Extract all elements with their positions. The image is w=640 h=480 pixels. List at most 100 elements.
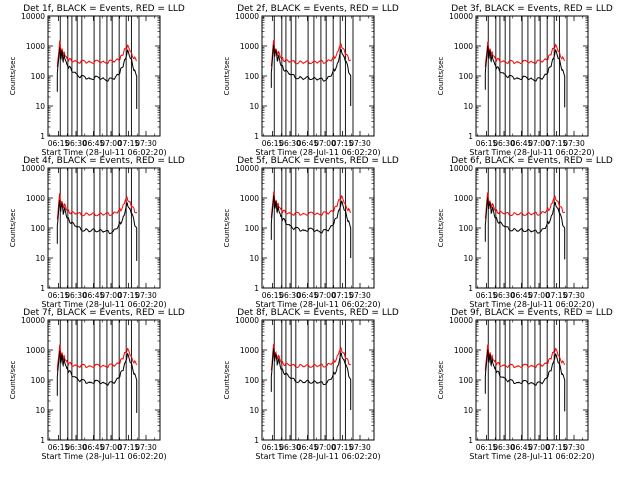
series-events-line bbox=[270, 44, 352, 106]
x-tick-label: 06:15 bbox=[262, 443, 284, 452]
y-tick-label: 1 bbox=[40, 284, 45, 293]
series-lld-line bbox=[270, 191, 352, 219]
y-tick-label: 1 bbox=[254, 284, 259, 293]
x-tick-label: 06:30 bbox=[65, 291, 87, 300]
y-tick-label: 100 bbox=[245, 72, 260, 81]
series-lld-line bbox=[56, 193, 138, 220]
x-tick-label: 06:45 bbox=[297, 443, 319, 452]
x-tick-label: 07:15 bbox=[546, 443, 568, 452]
y-axis-label: Counts/sec bbox=[437, 57, 445, 96]
panel-title: Det 9f, BLACK = Events, RED = LLD bbox=[451, 308, 613, 318]
x-axis-label: Start Time (28-Jul-11 06:02:20) bbox=[469, 300, 594, 309]
x-tick-label: 07:15 bbox=[118, 291, 140, 300]
y-tick-label: 10000 bbox=[21, 164, 45, 173]
y-tick-label: 100 bbox=[459, 376, 474, 385]
series-events-line bbox=[56, 200, 138, 261]
x-axis-label: Start Time (28-Jul-11 06:02:20) bbox=[469, 148, 594, 157]
x-tick-label: 07:00 bbox=[314, 139, 336, 148]
y-tick-label: 100 bbox=[31, 224, 46, 233]
x-tick-label: 07:30 bbox=[349, 139, 371, 148]
y-tick-label: 1 bbox=[468, 284, 473, 293]
x-tick-label: 07:00 bbox=[314, 443, 336, 452]
x-tick-label: 06:15 bbox=[48, 291, 70, 300]
y-tick-label: 10000 bbox=[235, 164, 259, 173]
panel-title: Det 2f, BLACK = Events, RED = LLD bbox=[237, 4, 399, 14]
x-axis-label: Start Time (28-Jul-11 06:02:20) bbox=[41, 300, 166, 309]
y-tick-label: 1000 bbox=[454, 42, 473, 51]
x-tick-label: 06:45 bbox=[511, 139, 533, 148]
panel-title: Det 1f, BLACK = Events, RED = LLD bbox=[23, 4, 185, 14]
panel-title: Det 5f, BLACK = Events, RED = LLD bbox=[237, 156, 399, 166]
y-axis-label: Counts/sec bbox=[9, 209, 17, 248]
x-tick-label: 06:45 bbox=[83, 291, 105, 300]
x-tick-label: 06:45 bbox=[297, 139, 319, 148]
series-events-line bbox=[270, 348, 352, 410]
series-events-line bbox=[484, 45, 566, 108]
y-axis-label: Counts/sec bbox=[9, 361, 17, 400]
y-tick-label: 1000 bbox=[26, 346, 45, 355]
y-tick-label: 10000 bbox=[449, 12, 473, 21]
x-tick-label: 07:15 bbox=[332, 139, 354, 148]
x-tick-label: 07:30 bbox=[563, 291, 585, 300]
x-tick-label: 07:00 bbox=[314, 291, 336, 300]
y-axis-label: Counts/sec bbox=[223, 209, 231, 248]
panel-title: Det 8f, BLACK = Events, RED = LLD bbox=[237, 308, 399, 318]
x-tick-label: 07:00 bbox=[100, 139, 122, 148]
y-tick-label: 1 bbox=[40, 436, 45, 445]
x-tick-label: 06:15 bbox=[476, 139, 498, 148]
panel-title: Det 4f, BLACK = Events, RED = LLD bbox=[23, 156, 185, 166]
x-tick-label: 07:30 bbox=[349, 443, 371, 452]
x-tick-label: 06:30 bbox=[279, 139, 301, 148]
x-tick-label: 07:15 bbox=[118, 139, 140, 148]
y-tick-label: 100 bbox=[245, 376, 260, 385]
y-tick-label: 10000 bbox=[449, 316, 473, 325]
x-tick-label: 07:30 bbox=[135, 291, 157, 300]
plot-frame bbox=[47, 167, 161, 289]
y-tick-label: 1 bbox=[468, 436, 473, 445]
y-axis-label: Counts/sec bbox=[223, 361, 231, 400]
plot-frame bbox=[475, 15, 589, 137]
y-tick-label: 10 bbox=[249, 254, 259, 263]
x-tick-label: 06:30 bbox=[65, 443, 87, 452]
x-tick-label: 07:00 bbox=[528, 291, 550, 300]
x-axis-label: Start Time (28-Jul-11 06:02:20) bbox=[255, 148, 380, 157]
y-tick-label: 10 bbox=[463, 406, 473, 415]
x-tick-label: 07:00 bbox=[528, 139, 550, 148]
y-tick-label: 10 bbox=[249, 102, 259, 111]
plot-frame bbox=[261, 167, 375, 289]
series-lld-line bbox=[270, 39, 352, 67]
chart-panel-6: Det 6f, BLACK = Events, RED = LLD 1 10 100 1… bbox=[437, 156, 613, 309]
x-axis-label: Start Time (28-Jul-11 06:02:20) bbox=[41, 452, 166, 461]
y-tick-label: 100 bbox=[459, 72, 474, 81]
chart-panel-8: Det 8f, BLACK = Events, RED = LLD 1 10 100 1… bbox=[223, 308, 399, 461]
y-tick-label: 1000 bbox=[454, 194, 473, 203]
x-tick-label: 06:15 bbox=[48, 443, 70, 452]
chart-panel-3: Det 3f, BLACK = Events, RED = LLD 1 10 100 1… bbox=[437, 4, 613, 157]
plot-frame bbox=[475, 319, 589, 441]
y-tick-label: 10000 bbox=[235, 316, 259, 325]
x-tick-label: 07:30 bbox=[349, 291, 371, 300]
y-tick-label: 10 bbox=[35, 102, 45, 111]
series-events-line bbox=[56, 47, 138, 109]
x-tick-label: 06:45 bbox=[511, 443, 533, 452]
y-tick-label: 100 bbox=[31, 376, 46, 385]
series-events-line bbox=[484, 349, 566, 412]
y-tick-label: 10 bbox=[35, 406, 45, 415]
plot-frame bbox=[261, 319, 375, 441]
x-tick-label: 06:15 bbox=[262, 139, 284, 148]
chart-panel-1: Det 1f, BLACK = Events, RED = LLD 1 10 100 1… bbox=[9, 4, 185, 157]
x-tick-label: 06:15 bbox=[48, 139, 70, 148]
chart-panel-5: Det 5f, BLACK = Events, RED = LLD 1 10 100 1… bbox=[223, 156, 399, 309]
panel-title: Det 6f, BLACK = Events, RED = LLD bbox=[451, 156, 613, 166]
x-tick-label: 07:15 bbox=[546, 291, 568, 300]
y-tick-label: 100 bbox=[459, 224, 474, 233]
chart-panel-4: Det 4f, BLACK = Events, RED = LLD 1 10 100 1… bbox=[9, 156, 185, 309]
x-tick-label: 07:00 bbox=[100, 291, 122, 300]
plot-frame bbox=[47, 319, 161, 441]
series-events-line bbox=[56, 350, 138, 413]
x-tick-label: 07:30 bbox=[135, 443, 157, 452]
x-tick-label: 07:30 bbox=[563, 443, 585, 452]
plot-frame bbox=[261, 15, 375, 137]
y-tick-label: 10000 bbox=[449, 164, 473, 173]
